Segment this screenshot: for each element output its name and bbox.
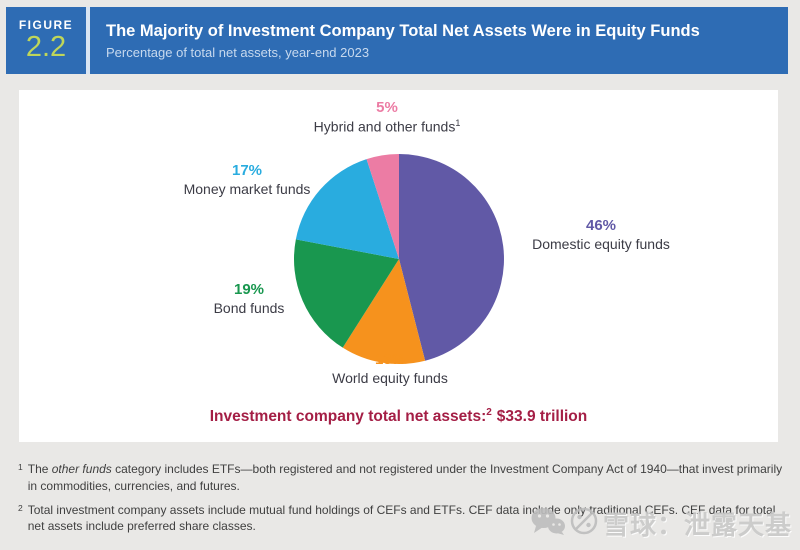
pie-chart [294,154,504,364]
footnote-2: 2 Total investment company assets includ… [18,502,784,536]
domestic-name: Domestic equity funds [532,235,670,252]
world-pct: 13% [374,351,406,368]
label-world-equity-funds: 13% World equity funds [260,351,520,387]
label-money-market-funds: 17% Money market funds [117,162,377,198]
bond-pct: 19% [233,281,265,298]
header-title-bar: The Majority of Investment Company Total… [90,7,788,74]
footnotes: 1 The other funds category includes ETFs… [18,461,784,542]
footnote-ref-2: 2 [486,407,492,418]
pie-slice-bond-funds [294,239,399,348]
wechat-icon [531,507,565,540]
footnote-2-marker: 2 [18,502,23,513]
figure-label: FIGURE [18,18,74,33]
pie-slice-hybrid-and-other-funds [366,154,399,259]
footnote-1-text: The other funds category includes ETFs—b… [27,462,783,493]
label-domestic-equity-funds: 46% Domestic equity funds [471,217,731,253]
pie-slice-world-equity-funds [342,259,426,364]
label-hybrid-funds: 5% Hybrid and other funds1 [257,99,517,136]
watermark: 雪球：泄露天基 [531,505,792,542]
hybrid-name: Hybrid and other funds1 [313,117,461,135]
figure-number: 2.2 [25,31,67,64]
crossed-circle-icon [570,507,598,540]
footnote-ref-1: 1 [455,117,461,128]
watermark-text: 雪球：泄露天基 [602,510,792,540]
chart-title: The Majority of Investment Company Total… [106,21,700,40]
chart-subtitle: Percentage of total net assets, year-end… [106,44,370,60]
domestic-pct: 46% [585,217,617,234]
hybrid-pct: 5% [376,99,398,116]
footnote-2-text: Total investment company assets include … [27,502,776,534]
figure-badge: FIGURE 2.2 [6,7,86,74]
money-name: Money market funds [183,180,311,197]
footnote-1-marker: 1 [18,462,23,472]
footnote-1: 1 The other funds category includes ETFs… [18,461,784,495]
total-net-assets-line: Investment company total net assets:2 $33… [19,407,778,426]
world-name: World equity funds [332,369,448,386]
pie-slice-domestic-equity-funds [399,154,504,361]
pie-slice-money-market-funds [295,159,399,259]
total-prefix: Investment company total net assets: [209,408,487,426]
bond-name: Bond funds [213,299,285,316]
label-bond-funds: 19% Bond funds [119,281,379,317]
total-amount: $33.9 trillion [496,408,588,426]
header-divider [86,7,90,74]
money-pct: 17% [231,162,263,179]
